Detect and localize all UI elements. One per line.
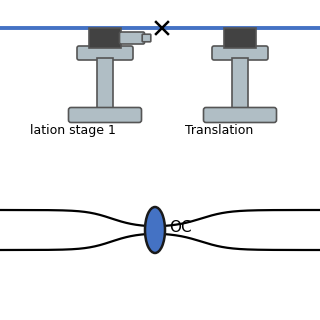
FancyBboxPatch shape	[204, 108, 276, 123]
FancyBboxPatch shape	[212, 46, 268, 60]
FancyBboxPatch shape	[77, 46, 133, 60]
Text: lation stage 1: lation stage 1	[30, 124, 116, 137]
Text: OC: OC	[169, 220, 192, 236]
Bar	[232, 58, 248, 110]
FancyBboxPatch shape	[68, 108, 141, 123]
Ellipse shape	[145, 207, 165, 253]
Bar	[97, 58, 113, 110]
Text: Translation: Translation	[185, 124, 257, 137]
Bar	[224, 28, 256, 48]
FancyBboxPatch shape	[119, 32, 145, 44]
Bar	[89, 28, 121, 48]
FancyBboxPatch shape	[142, 34, 151, 42]
